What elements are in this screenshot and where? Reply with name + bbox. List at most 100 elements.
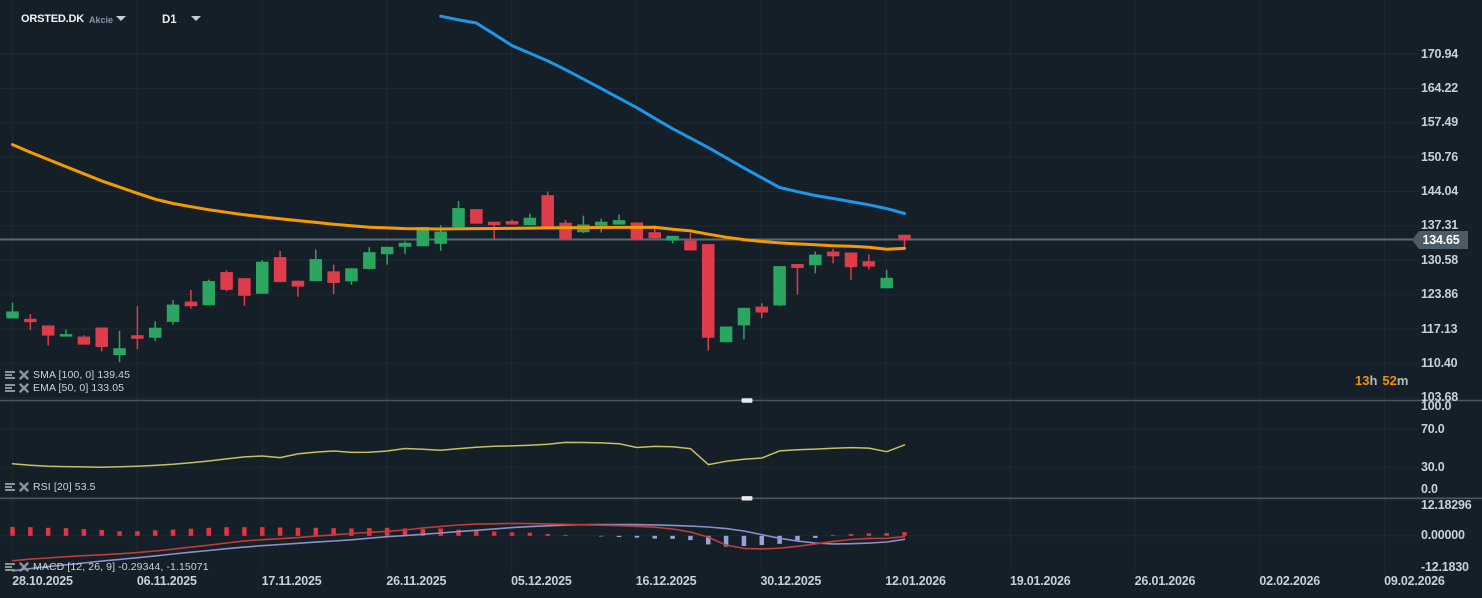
macd-histogram-bar [456,529,461,536]
timeframe-label: D1 [162,13,177,26]
rsi-axis-label: 100.0 [1421,398,1452,413]
indicator-settings-icon[interactable] [5,370,15,380]
sma-line[interactable] [439,14,906,215]
macd-histogram-bar [830,534,836,536]
macd-axis-label: 0.00000 [1421,528,1465,543]
candle-body [755,306,769,313]
time-axis-label: 16.12.2025 [635,573,697,588]
macd-histogram-bar [295,527,301,536]
candle-body [826,251,840,257]
icon-bar [5,485,12,488]
candle-body [898,234,911,240]
icon-cross [19,561,29,572]
indicator-row-sma-label: SMA [100, 0] 139.45 [33,368,131,381]
candle-body [59,334,73,337]
macd-histogram-bar [474,530,479,536]
candle-body [416,227,430,247]
macd-histogram-bar [402,528,408,536]
price-axis-label: 144.04 [1421,183,1459,198]
candle-body [24,318,37,323]
macd-histogram-bar [331,528,336,536]
candle-body [594,221,608,226]
countdown-minutes-unit: m [1396,373,1409,388]
candle-body [363,252,376,269]
indicator-row-rsi: RSI [20] 53.5 [5,481,96,493]
indicator-close-icon[interactable] [19,382,29,393]
candle-body [131,335,144,339]
indicator-settings-icon[interactable] [5,562,15,572]
time-axis-label: 17.11.2025 [261,573,322,588]
macd-histogram-bar [277,527,283,536]
time-axis-label: 26.11.2025 [386,573,447,588]
indicator-close-icon[interactable] [19,561,29,572]
macd-histogram-bar [206,527,211,536]
macd-histogram-bar [598,535,604,537]
macd-histogram-bar [224,527,229,536]
macd-histogram-bar [545,533,550,536]
macd-histogram-bar [242,527,247,536]
candle-body [844,252,858,268]
candle-body [184,301,198,307]
price-axis-label: 130.58 [1421,252,1459,267]
countdown-hours-unit: h [1369,373,1378,388]
candle-body [148,327,162,338]
timeframe-dropdown-caret-icon[interactable] [191,16,201,21]
rsi-line[interactable] [11,441,906,468]
rsi-axis-label: 0.0 [1421,482,1438,496]
indicator-close-icon[interactable] [19,369,29,380]
macd-histogram-bar [652,535,657,539]
indicator-settings-icon[interactable] [5,383,15,393]
time-axis-label: 28.10.2025 [12,573,73,588]
candle-body [327,271,340,283]
indicator-settings-icon[interactable] [5,482,15,492]
icon-bar [5,565,12,568]
macd-histogram-bar [563,534,568,536]
ema-line[interactable] [11,143,906,251]
price-axis-label: 110.40 [1421,355,1458,370]
candle-body [737,307,751,326]
instrument-type-label: Akcie [89,15,114,25]
time-axis-label: 09.02.2026 [1384,573,1445,588]
macd-histogram-bar [670,535,675,539]
macd-signal-line[interactable] [11,523,906,572]
icon-cross [19,382,29,393]
rsi-axis-label: 70.0 [1421,421,1445,436]
indicator-row-ema: EMA [50, 0] 133.05 [5,382,124,394]
time-axis-label: 26.01.2026 [1134,573,1196,588]
macd-histogram-bar [28,527,33,536]
icon-bar [5,562,15,565]
macd-histogram-bar [706,535,711,545]
macd-histogram-bar [117,531,122,536]
icon-bar [5,373,12,376]
candle-body [559,222,572,239]
macd-line[interactable] [11,522,906,562]
candle-body [6,311,19,319]
macd-histogram-bar [420,529,426,536]
icon-bar [5,389,15,392]
candle-body [41,325,55,336]
macd-histogram-bar [813,535,818,538]
instrument-dropdown-caret-icon[interactable] [115,16,126,21]
pane-resize-handle[interactable] [741,398,753,403]
candle-body [238,278,251,296]
candle-body [791,264,804,268]
macd-histogram-bar [81,529,87,536]
indicator-close-icon[interactable] [19,481,29,492]
macd-histogram-bar [45,527,51,536]
macd-axis-label: -12.1830 [1421,560,1469,574]
macd-histogram-bar [884,533,889,536]
macd-histogram-bar [99,529,104,536]
candle-body [470,209,483,224]
pane-resize-handle[interactable] [741,496,753,501]
macd-histogram-bar [634,535,640,538]
candle-body [541,195,554,227]
price-axis-label: 103.68 [1421,390,1459,405]
icon-cross [19,481,29,492]
icon-cross [19,369,29,380]
icon-bar [5,370,15,373]
icon-bar [5,383,15,386]
indicator-row-macd-label: MACD [12, 26, 9] -0.29344, -1.15071 [33,560,209,573]
macd-histogram-bar [438,528,443,536]
